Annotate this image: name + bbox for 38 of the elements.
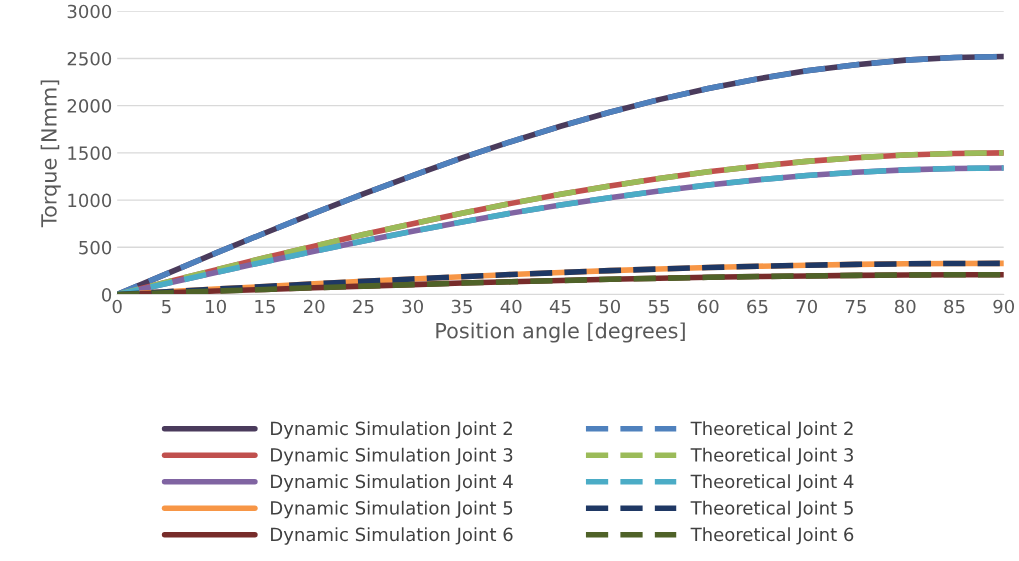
y-tick-label: 2500 xyxy=(67,51,112,66)
x-tick-label: 75 xyxy=(845,299,866,314)
x-tick-label: 5 xyxy=(162,299,171,314)
x-tick-label: 15 xyxy=(255,299,275,314)
legend-label: Theoretical Joint 5 xyxy=(690,500,853,519)
legend-label: Dynamic Simulation Joint 2 xyxy=(271,421,512,439)
legend-label: Dynamic Simulation Joint 5 xyxy=(271,500,513,519)
x-axis-title: Position angle [degrees] xyxy=(436,322,685,343)
y-tick-label: 500 xyxy=(79,240,112,255)
x-tick-label: 90 xyxy=(993,299,1014,314)
y-tick-label: 3000 xyxy=(67,4,112,19)
y-tick-label: 1500 xyxy=(68,146,112,160)
y-tick-label: 0 xyxy=(102,287,112,302)
legend-label: Dynamic Simulation Joint 6 xyxy=(271,527,513,545)
x-tick-label: 70 xyxy=(796,299,817,314)
x-tick-label: 10 xyxy=(206,299,226,314)
y-tick-label: 2000 xyxy=(67,99,112,113)
x-tick-label: 40 xyxy=(500,299,522,314)
x-tick-label: 65 xyxy=(747,299,768,314)
x-tick-label: 60 xyxy=(697,299,719,314)
x-tick-label: 55 xyxy=(648,299,669,314)
y-axis-title: Torque [Nmm] xyxy=(40,80,61,228)
x-tick-label: 25 xyxy=(353,299,374,314)
legend-label: Dynamic Simulation Joint 4 xyxy=(271,474,513,492)
x-tick-label: 50 xyxy=(599,299,620,314)
x-tick-label: 20 xyxy=(304,299,325,314)
legend-label: Theoretical Joint 4 xyxy=(690,474,854,492)
legend-label: Theoretical Joint 2 xyxy=(690,421,853,439)
legend-label: Theoretical Joint 3 xyxy=(690,447,853,466)
legend-label: Theoretical Joint 6 xyxy=(690,527,854,545)
x-tick-label: 30 xyxy=(402,299,423,314)
x-tick-label: 45 xyxy=(549,299,571,314)
x-tick-label: 80 xyxy=(894,299,916,314)
x-tick-label: 0 xyxy=(112,299,122,314)
y-tick-label: 1000 xyxy=(68,193,112,208)
x-tick-label: 35 xyxy=(451,299,472,314)
x-tick-label: 85 xyxy=(944,299,965,314)
legend-label: Dynamic Simulation Joint 3 xyxy=(271,447,513,466)
